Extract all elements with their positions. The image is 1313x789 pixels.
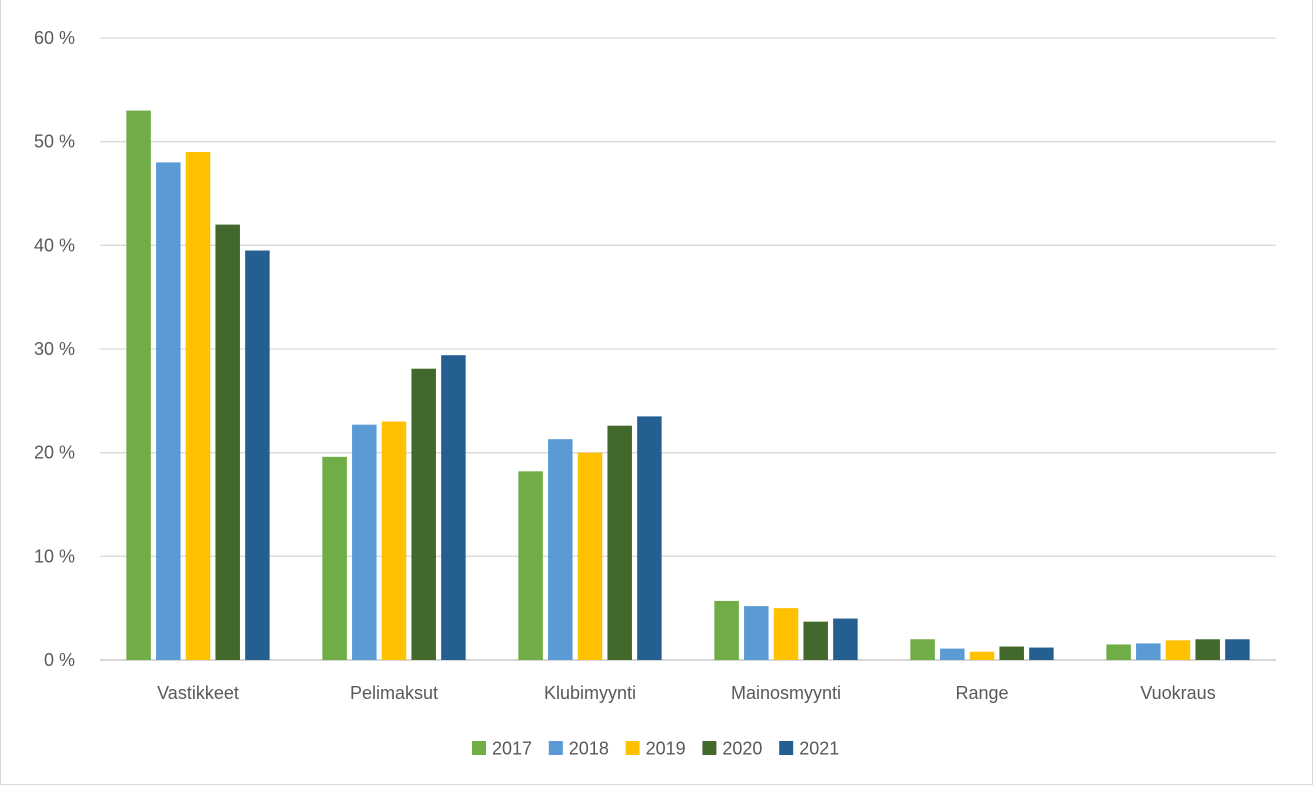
- bar-2019-pelimaksut: [381, 421, 407, 660]
- x-tick-label: Pelimaksut: [350, 683, 438, 703]
- bar-2020-vuokraus: [1195, 639, 1220, 660]
- bar-2021-vuokraus: [1225, 639, 1250, 660]
- bar-2019-mainosmyynti: [773, 608, 799, 660]
- x-tick-label: Klubimyynti: [544, 683, 636, 703]
- x-tick-label: Range: [955, 683, 1008, 703]
- y-tick-label: 0 %: [44, 650, 75, 670]
- bar-2018-mainosmyynti: [744, 606, 769, 660]
- bar-2020-mainosmyynti: [803, 621, 828, 660]
- legend-label: 2018: [569, 739, 609, 759]
- bar-2017-vuokraus: [1106, 644, 1131, 660]
- bar-2020-klubimyynti: [607, 425, 632, 660]
- y-tick-label: 10 %: [34, 546, 75, 566]
- bar-2018-range: [940, 648, 965, 660]
- bar-2021-mainosmyynti: [833, 618, 858, 660]
- bar-2018-pelimaksut: [352, 424, 377, 660]
- bar-2020-range: [999, 646, 1024, 660]
- y-tick-label: 40 %: [34, 235, 75, 255]
- y-tick-label: 60 %: [34, 28, 75, 48]
- legend-label: 2020: [722, 739, 762, 759]
- legend-swatch: [548, 741, 563, 755]
- legend-swatch: [472, 741, 486, 755]
- bar-2020-pelimaksut: [411, 368, 436, 660]
- legend: 2017 2018 2019 2020 2021: [472, 739, 839, 759]
- legend-item-2017: 2017: [472, 739, 532, 759]
- bar-2018-vuokraus: [1136, 643, 1161, 660]
- x-axis-tick-labels: Vastikkeet Pelimaksut Klubimyynti Mainosmyy…: [157, 683, 1216, 703]
- bar-2018-vastikkeet: [156, 162, 181, 660]
- y-tick-label: 30 %: [34, 339, 75, 359]
- bar-2021-klubimyynti: [637, 416, 662, 660]
- y-tick-label: 50 %: [34, 132, 75, 152]
- gridlines: [100, 37, 1276, 661]
- bar-2018-klubimyynti: [548, 439, 573, 660]
- bar-2019-vuokraus: [1165, 640, 1191, 660]
- bar-2019-range: [969, 651, 995, 660]
- legend-label: 2021: [799, 739, 839, 759]
- legend-item-2021: 2021: [779, 739, 839, 759]
- legend-swatch: [625, 741, 640, 755]
- y-tick-label: 20 %: [34, 443, 75, 463]
- legend-label: 2019: [646, 739, 686, 759]
- bar-2021-vastikkeet: [245, 250, 270, 660]
- bar-2017-klubimyynti: [518, 471, 543, 660]
- bar-2019-klubimyynti: [577, 452, 603, 660]
- x-tick-label: Vuokraus: [1140, 683, 1215, 703]
- bar-2020-vastikkeet: [215, 224, 240, 660]
- bar-2019-vastikkeet: [185, 152, 211, 661]
- y-axis-tick-labels: 0 % 10 % 20 % 30 % 40 % 50 % 60 %: [34, 28, 75, 670]
- bar-2017-mainosmyynti: [714, 600, 739, 660]
- legend-item-2019: 2019: [625, 739, 686, 759]
- bar-2021-pelimaksut: [441, 355, 466, 660]
- bar-2021-range: [1029, 647, 1054, 660]
- legend-swatch: [779, 741, 794, 755]
- legend-item-2020: 2020: [702, 739, 762, 759]
- bar-2017-range: [910, 639, 935, 660]
- x-tick-label: Vastikkeet: [157, 683, 239, 703]
- bars: [126, 110, 1250, 661]
- x-tick-label: Mainosmyynti: [731, 683, 841, 703]
- bar-2017-vastikkeet: [126, 110, 151, 661]
- bar-2017-pelimaksut: [322, 456, 347, 660]
- legend-label: 2017: [492, 739, 532, 759]
- legend-swatch: [702, 741, 717, 755]
- legend-item-2018: 2018: [548, 739, 609, 759]
